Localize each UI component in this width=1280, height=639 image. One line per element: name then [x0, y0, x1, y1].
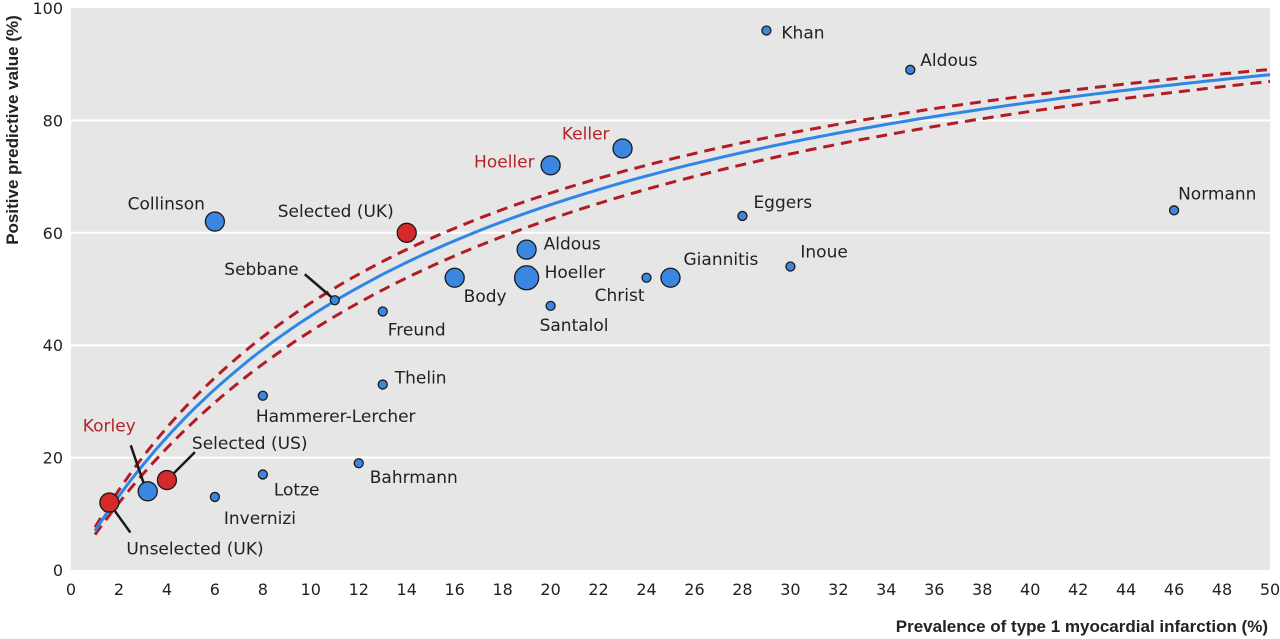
x-tick-label: 4 — [162, 580, 172, 599]
x-tick-label: 50 — [1260, 580, 1280, 599]
leader-line — [129, 444, 146, 487]
x-tick-label: 28 — [732, 580, 752, 599]
data-point — [737, 210, 748, 222]
data-point — [257, 469, 268, 480]
data-point — [540, 155, 561, 176]
data-point — [641, 272, 652, 283]
point-label: Lotze — [274, 480, 320, 500]
point-label: Selected (UK) — [278, 202, 394, 222]
y-tick-label: 100 — [32, 0, 63, 18]
x-tick-label: 8 — [258, 580, 268, 599]
point-label: Unselected (UK) — [126, 540, 263, 560]
x-tick-label: 10 — [301, 580, 321, 599]
point-label: Khan — [781, 23, 824, 43]
point-label: Freund — [388, 320, 446, 340]
data-point — [329, 295, 340, 306]
y-tick-labels: 0 20 40 60 80 100 — [32, 0, 63, 580]
point-label: Normann — [1178, 184, 1256, 204]
point-label: Invernizi — [224, 509, 296, 529]
point-label: Collinson — [128, 195, 205, 215]
data-point — [444, 267, 465, 288]
point-label: Keller — [562, 125, 610, 145]
x-tick-label: 16 — [445, 580, 465, 599]
point-label: Aldous — [544, 235, 601, 255]
fit-curves — [93, 67, 1271, 536]
data-point — [905, 64, 916, 75]
point-label: Selected (US) — [192, 434, 308, 454]
x-tick-label: 32 — [828, 580, 848, 599]
point-label: Hoeller — [545, 263, 606, 283]
x-tick-label: 6 — [210, 580, 220, 599]
y-tick-label: 40 — [43, 336, 63, 355]
point-label: Giannitis — [684, 250, 759, 270]
data-point — [761, 25, 772, 36]
x-tick-label: 24 — [636, 580, 656, 599]
x-tick-label: 30 — [780, 580, 800, 599]
leader-line — [303, 273, 334, 300]
point-label: Sebbane — [224, 260, 298, 280]
point-label: Hoeller — [474, 152, 535, 172]
point-label: Korley — [83, 416, 136, 436]
data-point — [204, 211, 226, 232]
x-tick-labels: 0 2 4 6 8 10 12 14 16 18 20 22 24 26 28 30 32 34 36 38 40 42 4… — [66, 580, 1280, 599]
x-tick-label: 44 — [1116, 580, 1136, 599]
data-point — [612, 138, 633, 159]
data-point — [156, 469, 178, 491]
data-point — [516, 239, 537, 260]
point-label: Aldous — [920, 51, 977, 71]
data-point — [513, 265, 540, 291]
point-label: Eggers — [753, 193, 812, 213]
data-point — [209, 491, 221, 503]
data-point — [353, 458, 364, 469]
data-point — [377, 306, 388, 317]
data-point — [396, 222, 417, 243]
y-tick-label: 80 — [43, 111, 63, 130]
plot-background — [71, 8, 1270, 570]
x-tick-label: 36 — [924, 580, 944, 599]
x-tick-label: 18 — [492, 580, 512, 599]
data-points — [99, 25, 1180, 513]
x-tick-label: 12 — [349, 580, 369, 599]
fit-line — [93, 73, 1271, 532]
point-label: Santalol — [540, 316, 609, 336]
y-axis-title: Positive predictive value (%) — [3, 15, 22, 245]
leader-line — [172, 451, 196, 475]
x-tick-label: 2 — [114, 580, 124, 599]
y-tick-label: 0 — [53, 561, 63, 580]
data-point — [99, 492, 120, 513]
data-point — [785, 261, 796, 272]
point-label: Hammerer-Lercher — [256, 407, 416, 427]
x-tick-label: 38 — [972, 580, 992, 599]
point-label: Thelin — [394, 369, 447, 389]
data-point — [545, 300, 556, 312]
ci-lower-line — [93, 79, 1271, 536]
data-point — [137, 481, 158, 502]
label-leader-lines — [111, 273, 334, 534]
data-point — [1168, 205, 1180, 216]
x-tick-label: 20 — [540, 580, 560, 599]
x-tick-label: 46 — [1164, 580, 1184, 599]
data-point — [257, 390, 268, 401]
y-tick-label: 20 — [43, 449, 63, 468]
x-tick-label: 26 — [684, 580, 704, 599]
x-tick-label: 22 — [588, 580, 608, 599]
x-tick-label: 42 — [1068, 580, 1088, 599]
point-label: Christ — [595, 286, 645, 306]
x-tick-label: 14 — [397, 580, 417, 599]
point-label: Bahrmann — [370, 468, 458, 488]
x-axis-title: Prevalence of type 1 myocardial infarcti… — [896, 617, 1268, 636]
leader-line — [111, 506, 132, 534]
point-label: Body — [464, 287, 507, 307]
point-label: Inoue — [800, 243, 847, 263]
x-tick-label: 34 — [876, 580, 896, 599]
x-tick-label: 48 — [1212, 580, 1232, 599]
y-tick-label: 60 — [43, 224, 63, 243]
x-tick-label: 40 — [1020, 580, 1040, 599]
data-point — [660, 267, 681, 288]
ci-upper-line — [93, 67, 1271, 529]
data-point — [377, 379, 388, 390]
point-labels: Khan Aldous Keller Hoeller Normann Eggers Coll… — [83, 23, 1257, 559]
x-tick-label: 0 — [66, 580, 76, 599]
